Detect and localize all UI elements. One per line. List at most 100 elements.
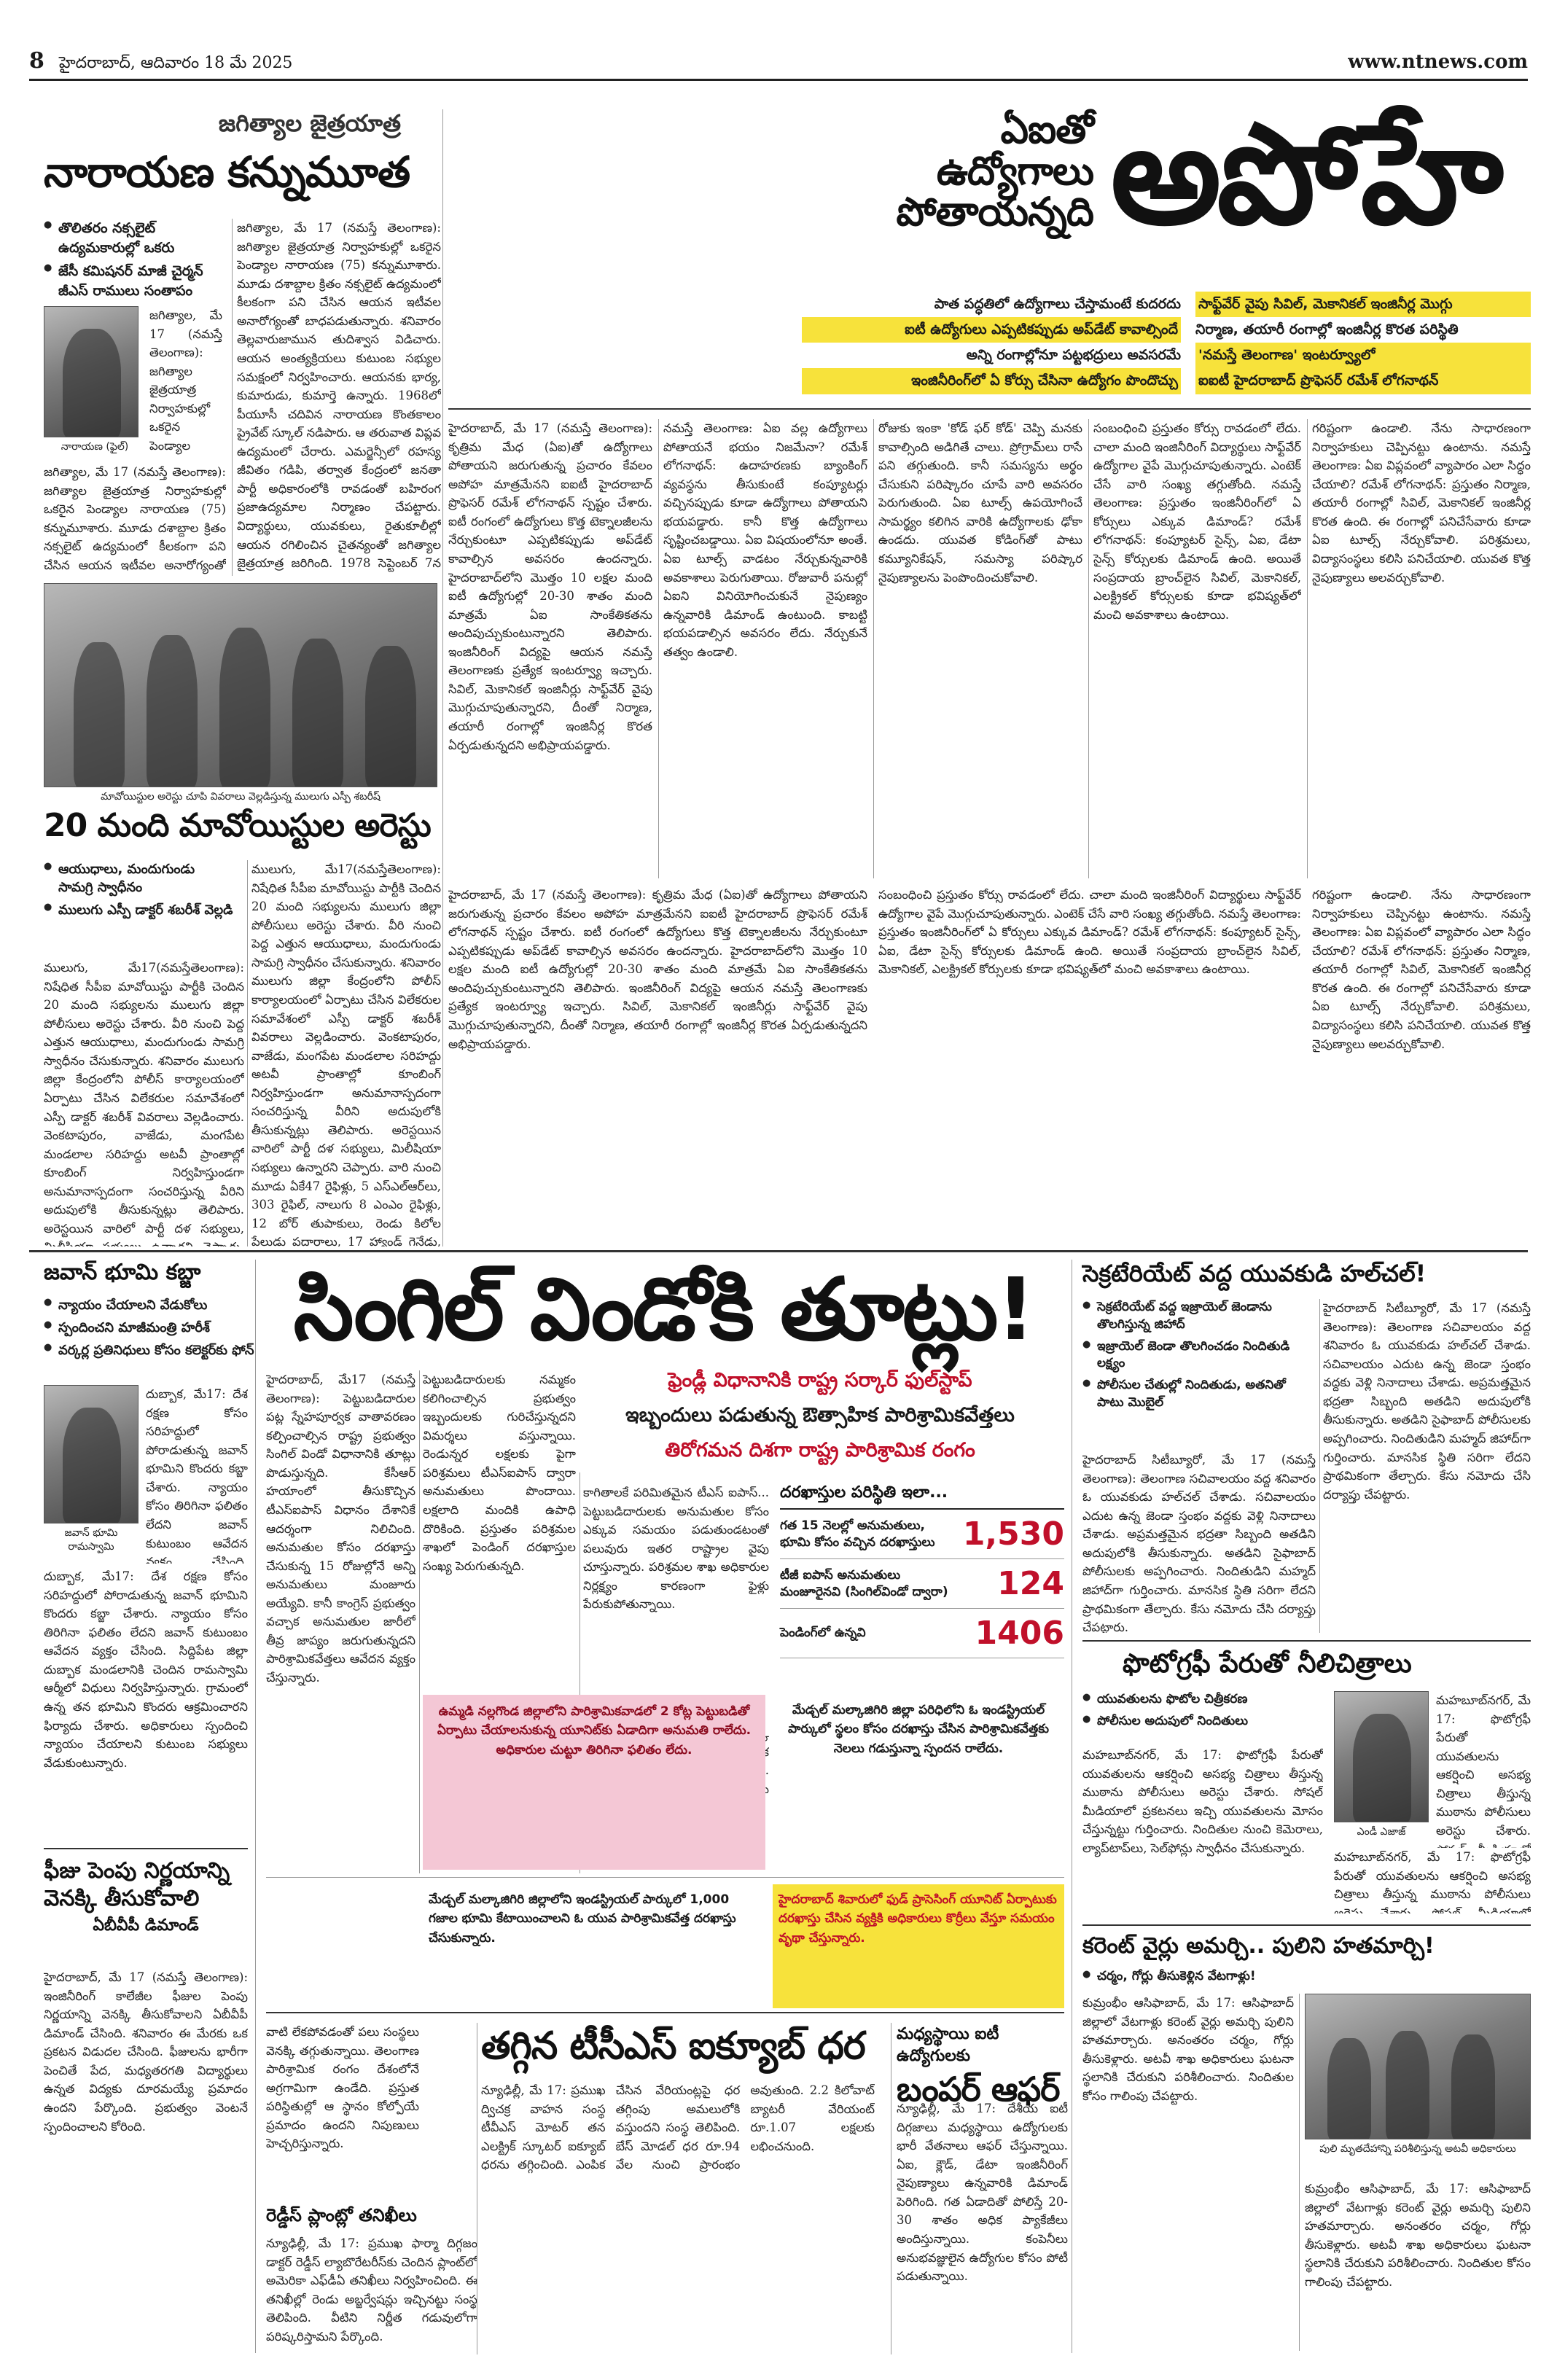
jawan-body-a: దుబ్బాక, మే17: దేశ రక్షణ కోసం సరిహద్దులో… [146, 1387, 248, 1564]
single-window-body-col3: కాగితాలకే పరిమితమైన టీఎస్ ఐపాస్... పెట్ట… [583, 1486, 769, 1612]
fee-body: హైదరాబాద్, మే 17 (నమస్తే తెలంగాణ): ఇంజిన… [44, 1970, 248, 2134]
single-window-deck3: తిరోగమన దిశగా రాష్ట్ర పారిశ్రామిక రంగం [665, 1439, 975, 1462]
middle-it-kicker: మధ్యస్థాయి ఐటీ ఉద్యోగులకు [897, 2025, 999, 2065]
it-kicker-line: ఉద్యోగాలు [936, 147, 1094, 194]
stat-value: 1406 [975, 1615, 1064, 1652]
maoists-photo-caption: మావోయిస్టుల అరెస్టు చూపి వివరాలు వెల్లడి… [101, 791, 381, 803]
it-deck-item: 'నమస్తే తెలంగాణ' ఇంటర్వ్యూలో [1195, 343, 1531, 369]
secretariat-bullet: సెక్రటేరియేట్ వద్ద ఇజ్రాయెల్ జెండాను తొల… [1082, 1299, 1316, 1334]
secretariat-bullet: పోలీసుల చేతుల్లో నిందితుడు, అతనితో పాటు … [1082, 1377, 1316, 1412]
maoists-bullets: ఆయుధాలు, మందుగుండు సామగ్రి స్వాధీనం ములు… [44, 860, 233, 924]
photography-body-b: మహబూబ్‌నగర్, మే 17: ఫొటోగ్రఫీ పేరుతో యువ… [1436, 1693, 1531, 1848]
photography-body-c: మహబూబ్‌నగర్, మే 17: ఫొటోగ్రఫీ పేరుతో యువ… [1334, 1850, 1531, 1913]
leopard-bullet: చర్మం, గోర్లు తీసుకెళ్లిన వేటగాళ్లు! [1082, 1968, 1520, 1986]
secretariat-body-b: హైదరాబాద్ సిటీబ్యూరో, మే 17 (నమస్తే తెలం… [1323, 1301, 1531, 1502]
it-kicker-line: ఏఐతో [1000, 106, 1094, 152]
maoists-body-col2: ములుగు, మే17(నమస్తేతెలంగాణ): నిషేధిత సీప… [251, 862, 441, 1246]
narayana-kicker: జగిత్యాల జైత్రయాత్ర [218, 109, 401, 137]
stat-row: టీజీ ఐపాస్ అనుమతులు మంజూరైనవి (సింగిల్‌వ… [780, 1559, 1064, 1609]
secretariat-bullet: ఇజ్రాయెల్ జెండా తొలగించడం నిందితుడి లక్ష… [1082, 1338, 1316, 1373]
jawan-bullet: వర్కర్ల ప్రతినిధులు కోసం కలెక్టర్‌కు ఫోన… [44, 1341, 262, 1359]
reddys-headline: రెడ్డీస్ ప్లాంట్లో తనిఖీలు [266, 2205, 417, 2225]
it-deck-item: ఇంజినీరింగ్‌లో ఏ కోర్సు చేసినా ఉద్యోగం ప… [802, 368, 1181, 394]
it-body-col4: సంబంధించి ప్రస్తుతం కోర్సు రావడంలో లేదు.… [1093, 421, 1301, 622]
it-body-col1: హైదరాబాద్, మే 17 (నమస్తే తెలంగాణ): కృత్ర… [448, 421, 652, 752]
it-body-col3: రోజుకు ఇంకా 'కోడ్ ఫర్ కోడ్' చెప్పి మనకు … [878, 421, 1082, 585]
single-window-body-col1: హైదరాబాద్, మే17 (నమస్తే తెలంగాణ): పెట్టు… [266, 1373, 415, 1685]
stat-label: టీజీ ఐపాస్ అనుమతులు మంజూరైనవి (సింగిల్‌వ… [780, 1568, 948, 1599]
jawan-bullet: న్యాయం చేయాలని వేడుకోలు [44, 1296, 262, 1314]
middle-it-story: మధ్యస్థాయి ఐటీ ఉద్యోగులకు బంపర్ ఆఫర్ [897, 2025, 1072, 2107]
maoists-headline: 20 మంది మావోయిస్టుల అరెస్టు [44, 807, 432, 844]
leopard-photo [1305, 1994, 1531, 2139]
fee-headline-line: వెనక్కి తీసుకోవాలి [44, 1885, 200, 1911]
fee-headline-line: ఫీజు పెంపు నిర్ణయాన్ని [44, 1858, 230, 1884]
it-body-lower3: గరిష్టంగా ఉండాలి. నేను సాధారణంగా నిర్వాహ… [1312, 888, 1531, 1051]
photography-body-a: మహబూబ్‌నగర్, మే 17: ఫొటోగ్రఫీ పేరుతో యువ… [1082, 1748, 1323, 1855]
it-deck-item: సాఫ్ట్‌వేర్ వైపు సివిల్, మెకానికల్ ఇంజిన… [1195, 292, 1531, 318]
narayana-story: జగిత్యాల జైత్రయాత్ర నారాయణ కన్నుమూత [44, 109, 437, 195]
jawan-story: జవాన్ భూమి కబ్జా న్యాయం చేయాలని వేడుకోలు… [44, 1260, 262, 1365]
single-window-deck: ఫ్రెండ్లీ విధానానికి రాష్ట్ర సర్కార్ ఫుల… [583, 1369, 1057, 1467]
secretariat-body-a: హైదరాబాద్ సిటీబ్యూరో, మే 17 (నమస్తే తెలం… [1082, 1453, 1316, 1633]
maoists-photo [44, 583, 437, 787]
photography-headline: ఫొటోగ్రఫీ పేరుతో నీలిచిత్రాలు [1123, 1649, 1412, 1679]
stat-value: 1,530 [962, 1515, 1064, 1553]
single-window-box3: మేడ్చల్ మల్కాజిగిరి జిల్లాలోని ఇండస్ట్రి… [429, 1892, 736, 1946]
maoists-bullet: ఆయుధాలు, మందుగుండు సామగ్రి స్వాధీనం [44, 860, 233, 897]
maoists-body-col1: ములుగు, మే17(నమస్తేతెలంగాణ): నిషేధిత సీప… [44, 961, 244, 1246]
leopard-headline: కరెంట్ వైర్లు అమర్చి.. పులిని హతమార్చి! [1082, 1933, 1435, 1959]
stats-title: దరఖాస్తుల పరిస్థితి ఇలా... [780, 1483, 1064, 1510]
narayana-photo [44, 306, 138, 437]
page-number: 8 [29, 48, 44, 74]
it-deck-item: నిర్మాణ, తయారీ రంగాల్లో ఇంజినీర్ల కొరత ప… [1195, 321, 1459, 338]
single-window-stats: దరఖాస్తుల పరిస్థితి ఇలా... గత 15 నెలల్లో… [780, 1483, 1064, 1658]
stat-row: పెండింగ్‌లో ఉన్నవి 1406 [780, 1609, 1064, 1658]
it-kicker: ఏఐతో ఉద్యోగాలు పోతాయన్నది [773, 106, 1094, 233]
leopard-body-a: కుమ్రంభీం ఆసిఫాబాద్, మే 17: ఆసిఫాబాద్ జి… [1082, 1996, 1294, 2103]
secretariat-bullets: సెక్రటేరియేట్ వద్ద ఇజ్రాయెల్ జెండాను తొల… [1082, 1299, 1316, 1416]
single-window-deck1: ఫ్రెండ్లీ విధానానికి రాష్ట్ర సర్కార్ ఫుల… [668, 1369, 972, 1392]
jawan-photo [44, 1385, 138, 1523]
photography-photo [1334, 1691, 1429, 1822]
stat-value: 124 [997, 1565, 1064, 1602]
photography-bullet: యువతులను ఫొటోల చిత్రీకరణ [1082, 1691, 1323, 1709]
stat-label: గత 15 నెలల్లో అనుమతులు, భూమి కోసం వచ్చిన… [780, 1518, 935, 1550]
it-deck-right: సాఫ్ట్‌వేర్ వైపు సివిల్, మెకానికల్ ఇంజిన… [1195, 292, 1531, 394]
leopard-body-b: కుమ్రంభీం ఆసిఫాబాద్, మే 17: ఆసిఫాబాద్ జి… [1305, 2182, 1531, 2289]
narayana-bullets: తొలితరం నక్సలైట్ ఉద్యమకారుల్లో ఒకరు జేసీ… [44, 219, 226, 305]
it-deck-item: పాత పద్ధతిలో ఉద్యోగాలు చేస్తామంటే కుదరదు [934, 296, 1181, 312]
secretariat-headline: సెక్రటేరియేట్ వద్ద యువకుడి హల్‌చల్! [1082, 1260, 1427, 1287]
jawan-kicker: జవాన్ భూమి కబ్జా [44, 1260, 201, 1285]
leopard-bullets: చర్మం, గోర్లు తీసుకెళ్లిన వేటగాళ్లు! [1082, 1968, 1520, 1990]
masthead-rule [29, 79, 1528, 81]
masthead: 8 హైదరాబాద్, ఆదివారం 18 మే 2025 www.ntne… [29, 44, 1528, 80]
it-deck-item: ఐటీ ఉద్యోగులు ఎప్పటికప్పుడు అప్‌డేట్ కావ… [802, 317, 1181, 343]
middle-it-body: న్యూఢిల్లీ, మే 17: దేశీయ ఐటీ దిగ్గజాలు మ… [897, 2102, 1068, 2284]
fee-subhead: ఏబీవీపీ డిమాండ్ [93, 1916, 199, 1935]
stat-label: పెండింగ్‌లో ఉన్నవి [780, 1626, 866, 1641]
it-body-col5: గరిష్టంగా ఉండాలి. నేను సాధారణంగా నిర్వాహ… [1312, 421, 1531, 585]
narayana-body-col1b: జగిత్యాల, మే 17 (నమస్తే తెలంగాణ): జగిత్య… [44, 465, 226, 572]
stat-row: గత 15 నెలల్లో అనుమతులు, భూమి కోసం వచ్చిన… [780, 1510, 1064, 1559]
narayana-bullet: జేసీ కమిషనర్ మాజీ చైర్మన్ జీఎస్ రాములు స… [44, 262, 226, 300]
dateline: హైదరాబాద్, ఆదివారం 18 మే 2025 [58, 54, 293, 72]
single-window-body-col2: పెట్టుబడిదారులకు నమ్మకం కలిగించాల్సిన ప్… [423, 1373, 576, 1573]
narayana-headline: నారాయణ కన్నుమూత [44, 147, 410, 197]
single-window-highlight-box: హైదరాబాద్ శివారులో ఫుడ్ ప్రాసెసింగ్ యూని… [773, 1884, 1064, 2008]
it-big-word: అపోహే [1110, 94, 1503, 255]
photography-bullets: యువతులను ఫొటోల చిత్రీకరణ పోలీసుల అదుపులో… [1082, 1691, 1323, 1735]
single-window-box2: మేడ్చల్ మల్కాజిగిరి జిల్లా పరిధిలోని ఓ ఇ… [787, 1703, 1050, 1756]
jawan-photo-caption: జవాన్ భూమి రామస్వామి [64, 1527, 118, 1553]
site-url[interactable]: www.ntnews.com [1348, 51, 1528, 73]
single-window-pink-box: ఉమ్మడి నల్లగొండ జిల్లాలోని పారిశ్రామికవా… [423, 1695, 765, 1870]
narayana-body-col1: జగిత్యాల, మే 17 (నమస్తే తెలంగాణ): జగిత్య… [149, 308, 222, 453]
jawan-bullet: స్పందించని మాజీమంత్రి హరీశ్ [44, 1319, 262, 1337]
reddys-story: రెడ్డీస్ ప్లాంట్లో తనిఖీలు [266, 2205, 477, 2230]
single-window-headline: సింగిల్ విండోకి తూట్లు! [293, 1259, 1036, 1359]
narayana-photo-caption: నారాయణ (ఫైల్) [61, 441, 129, 453]
jawan-bullets: న్యాయం చేయాలని వేడుకోలు స్పందించని మాజీమ… [44, 1296, 262, 1360]
maoists-bullet: ములుగు ఎస్పీ డాక్టర్ శబరీశ్ వెల్లడి [44, 901, 233, 919]
reddys-body: న్యూఢిల్లీ, మే 17: ప్రముఖ ఫార్మా దిగ్గజం… [266, 2236, 477, 2344]
narayana-body-col2: జగిత్యాల, మే 17 (నమస్తే తెలంగాణ): జగిత్య… [237, 221, 441, 576]
